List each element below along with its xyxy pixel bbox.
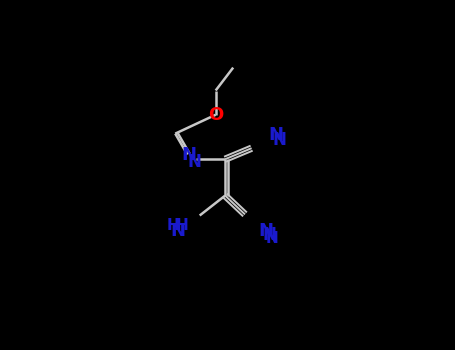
- Text: H: H: [176, 218, 188, 233]
- Text: N: N: [263, 226, 277, 244]
- Text: N: N: [266, 231, 278, 246]
- Text: H: H: [166, 218, 179, 233]
- Text: N: N: [269, 126, 284, 144]
- Text: N: N: [273, 131, 287, 149]
- Text: N: N: [258, 223, 273, 240]
- Text: O: O: [208, 106, 223, 124]
- Text: N: N: [171, 222, 186, 240]
- Text: N: N: [181, 146, 196, 164]
- Text: N: N: [187, 153, 201, 171]
